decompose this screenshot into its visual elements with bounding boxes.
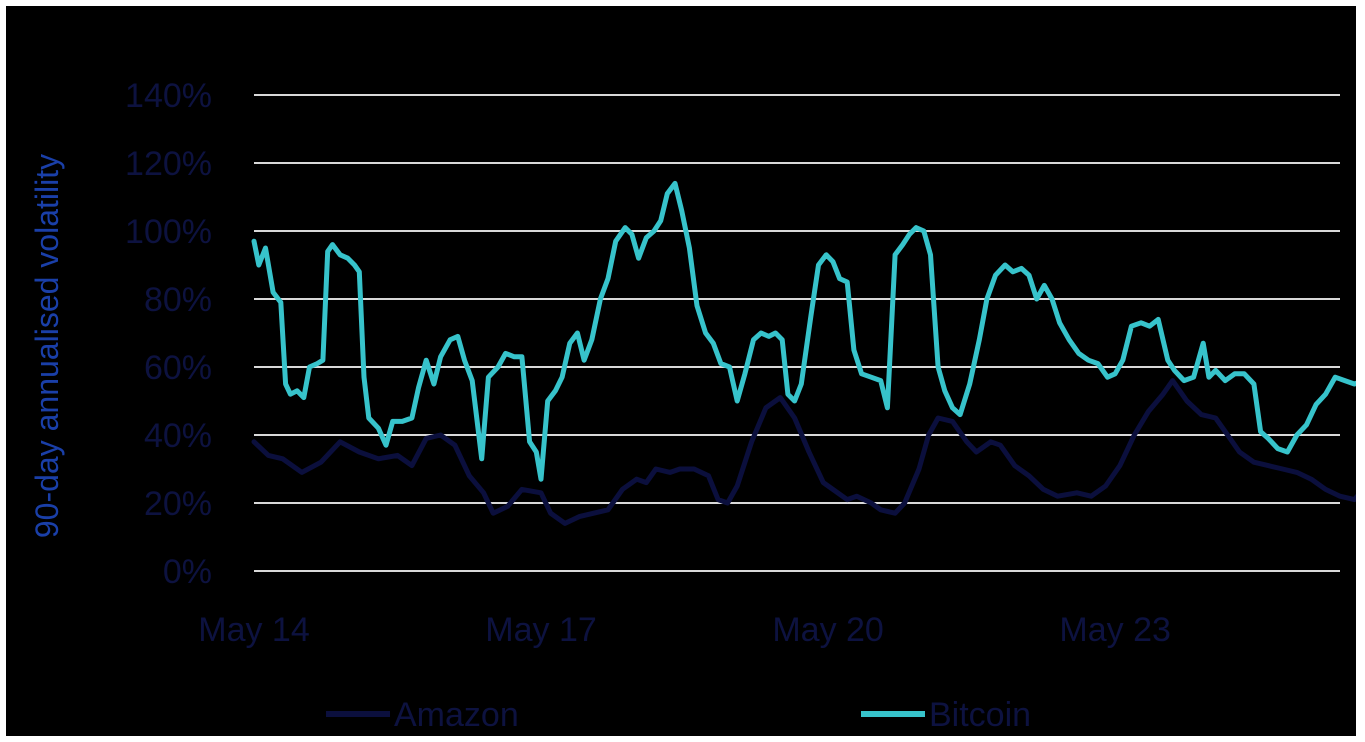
y-tick-label: 80% (144, 281, 212, 319)
x-axis-ticks: May 14 May 17 May 20 May 23 (198, 611, 1171, 649)
legend-label-amazon: Amazon (394, 696, 519, 734)
y-tick-label: 120% (125, 145, 212, 183)
y-axis-ticks: 0% 20% 40% 60% 80% 100% 120% 140% (125, 77, 212, 591)
gridlines (254, 94, 1340, 572)
x-tick-label: May 17 (485, 611, 597, 649)
x-tick-label: May 20 (772, 611, 884, 649)
series-line-bitcoin (251, 180, 1356, 482)
y-tick-label: 100% (125, 213, 212, 251)
y-axis-label: 90-day annualised volatility (29, 154, 65, 538)
x-tick-label: May 23 (1059, 611, 1171, 649)
chart-panel: 0% 20% 40% 60% 80% 100% 120% 140% May 14 May 17 M… (6, 6, 1356, 736)
y-tick-label: 20% (144, 485, 212, 523)
y-tick-label: 60% (144, 349, 212, 387)
x-tick-label: May 14 (198, 611, 310, 649)
legend-label-bitcoin: Bitcoin (929, 696, 1031, 734)
y-tick-label: 0% (163, 553, 212, 591)
series-lines (251, 180, 1356, 526)
series-line-amazon (251, 378, 1356, 526)
volatility-line-chart: 0%20%40%60%80%100%120%140% May 14 May 17 M… (29, 77, 1356, 734)
y-tick-label: 40% (144, 417, 212, 455)
y-tick-label: 140% (125, 77, 212, 115)
legend: Amazon Bitcoin (326, 696, 1031, 734)
